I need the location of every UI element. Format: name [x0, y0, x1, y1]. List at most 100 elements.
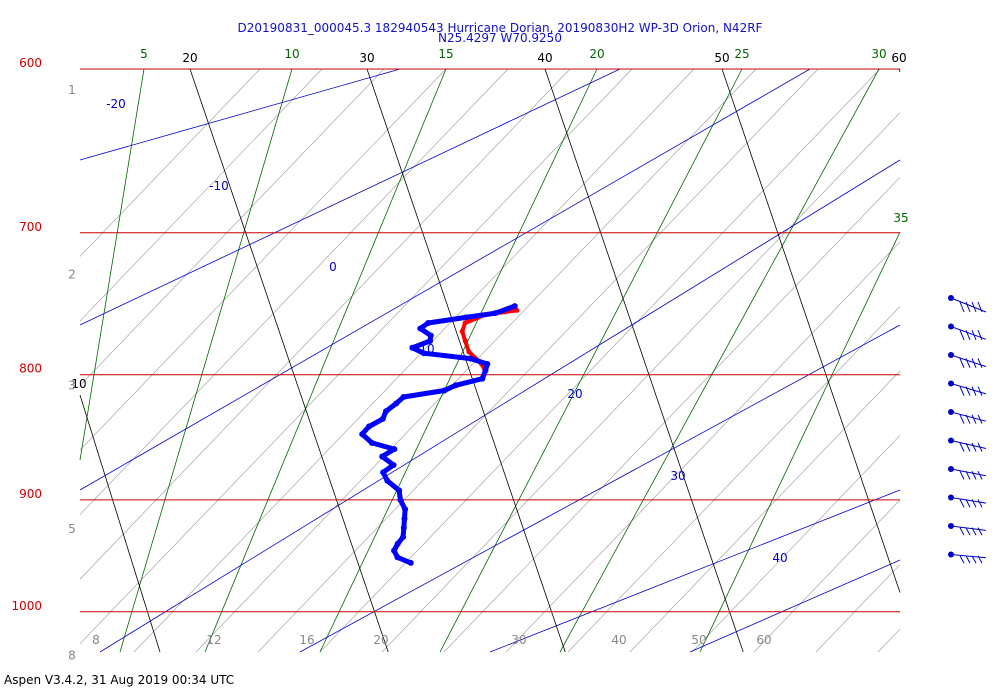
wind-barb-flag	[977, 358, 983, 368]
dewpoint-point	[482, 367, 489, 374]
wind-barb-flag	[977, 386, 983, 396]
dewpoint-point	[396, 487, 403, 494]
dewpoint-point	[368, 439, 375, 446]
temperature-point	[459, 328, 465, 334]
moist-adiabat-line	[79, 68, 633, 644]
wind-barb	[948, 352, 987, 368]
bottom-scale-label: 40	[611, 633, 626, 647]
wind-barb-flag	[959, 358, 965, 368]
dewpoint-point	[394, 554, 401, 561]
dewpoint-point	[380, 469, 387, 476]
mixing-ratio-line	[699, 231, 901, 653]
moist-adiabat-line	[79, 68, 261, 257]
dewpoint-point	[467, 355, 474, 362]
wind-barb	[948, 466, 987, 480]
bottom-scale-label: 8	[92, 633, 100, 647]
wind-barb-flag	[971, 499, 977, 508]
wind-barb-flag	[977, 414, 983, 424]
wind-barb-flag	[971, 470, 977, 480]
temperature-point	[514, 307, 520, 313]
isotherm-line	[721, 68, 901, 593]
wind-barb	[948, 523, 987, 536]
isobar-label: 600	[19, 56, 42, 70]
wind-barb	[948, 409, 987, 424]
dry-adiabat-label: -20	[106, 97, 126, 111]
dewpoint-point	[393, 400, 400, 407]
wind-barb-flag	[959, 301, 965, 313]
dewpoint-point	[479, 375, 486, 382]
wind-barb-flag	[977, 442, 983, 452]
wind-barb-staff	[950, 525, 987, 531]
wind-barb-flag	[959, 527, 965, 536]
wind-barb-flag	[965, 470, 971, 480]
wind-barb-flag	[959, 499, 965, 508]
mixing-ratio-label: 20	[589, 47, 604, 61]
moist-adiabat-line	[79, 68, 323, 322]
dry-adiabat-line	[689, 559, 901, 653]
wind-barb	[948, 551, 987, 564]
wind-barb-flag	[959, 470, 965, 480]
dewpoint-point	[401, 515, 408, 522]
dewpoint-profile-line	[359, 303, 518, 566]
temperature-point	[462, 338, 468, 344]
moist-adiabat-line	[877, 628, 901, 653]
wind-barb-flag	[971, 414, 977, 424]
dry-adiabat-label: 40	[772, 551, 787, 565]
height-label: 2	[68, 267, 76, 281]
wind-barb-flag	[959, 442, 965, 452]
moist-adiabat-line	[691, 435, 901, 653]
dewpoint-point	[400, 394, 407, 401]
bottom-scale-label: 30	[511, 633, 526, 647]
height-label: 8	[68, 649, 76, 663]
dewpoint-point	[365, 423, 372, 430]
wind-barb-staff	[950, 554, 987, 559]
mixing-ratio-line	[439, 68, 743, 653]
wind-barb-flag	[971, 330, 977, 341]
isobar-label: 700	[19, 220, 42, 234]
isotherm-label: 40	[537, 51, 552, 65]
dewpoint-point	[359, 431, 366, 438]
dewpoint-point	[492, 310, 499, 317]
wind-barb-flag	[959, 414, 965, 424]
wind-barb-flag	[971, 358, 977, 368]
moist-adiabat-line	[815, 564, 901, 653]
dry-adiabat-line	[79, 68, 621, 326]
wind-barb-flag	[965, 555, 971, 564]
wind-barb-flag	[977, 555, 983, 564]
height-label: 3	[68, 378, 76, 392]
mixing-ratio-line	[319, 68, 598, 653]
wind-barb	[948, 295, 987, 313]
dewpoint-point	[379, 453, 386, 460]
dewpoint-point	[427, 332, 434, 339]
temperature-point	[462, 320, 468, 326]
wind-barb-flag	[965, 330, 971, 341]
dry-adiabat-label: -10	[209, 179, 229, 193]
isobar-label: 800	[19, 362, 42, 376]
wind-barb-flag	[965, 414, 971, 424]
dewpoint-point	[391, 547, 398, 554]
mixing-ratio-label: 35	[893, 211, 908, 225]
wind-barb-flag	[971, 301, 977, 313]
bottom-scale-label: 20	[373, 633, 388, 647]
isotherm-line	[544, 68, 744, 653]
mixing-ratio-label: 15	[438, 47, 453, 61]
isobar-label: 1000	[11, 599, 42, 613]
isotherm-label: 20	[182, 51, 197, 65]
mixing-ratio-label: 25	[734, 47, 749, 61]
mixing-ratio-line	[119, 68, 293, 653]
wind-barb-staff	[950, 326, 987, 340]
wind-barb-flag	[971, 555, 977, 564]
bottom-scale-label: 12	[206, 633, 221, 647]
software-footer: Aspen V3.4.2, 31 Aug 2019 00:34 UTC	[4, 673, 235, 687]
wind-barb-flag	[977, 499, 983, 508]
moist-adiabat-line	[133, 68, 695, 653]
moist-adiabat-line	[629, 370, 901, 653]
wind-barb-flag	[965, 527, 971, 536]
moist-adiabat-line	[567, 306, 901, 653]
moist-adiabat-line	[79, 68, 447, 451]
dry-adiabat-line	[99, 159, 901, 653]
dewpoint-point	[420, 350, 427, 357]
mixing-ratio-line	[559, 68, 880, 653]
chart-subtitle: N25.4297 W70.9250	[438, 31, 562, 45]
isotherm-line	[189, 68, 389, 653]
